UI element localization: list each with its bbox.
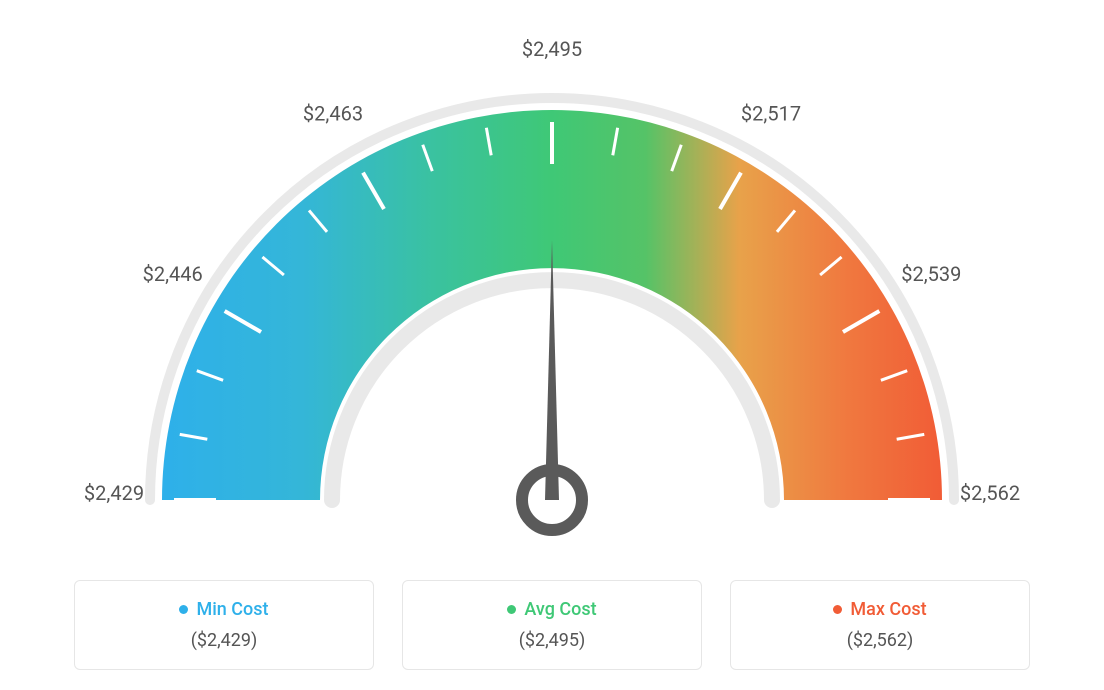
svg-text:$2,463: $2,463 bbox=[303, 102, 363, 126]
legend-label: Min Cost bbox=[196, 599, 268, 620]
legend-card-avg: Avg Cost ($2,495) bbox=[402, 580, 702, 670]
legend-value-max: ($2,562) bbox=[743, 630, 1017, 651]
legend-value-min: ($2,429) bbox=[87, 630, 361, 651]
legend-label: Max Cost bbox=[850, 599, 926, 620]
legend-card-min: Min Cost ($2,429) bbox=[74, 580, 374, 670]
legend-title-avg: Avg Cost bbox=[507, 599, 596, 620]
svg-text:$2,517: $2,517 bbox=[741, 102, 801, 126]
svg-text:$2,446: $2,446 bbox=[143, 262, 203, 286]
legend-title-min: Min Cost bbox=[179, 599, 268, 620]
dot-icon bbox=[507, 605, 516, 614]
dot-icon bbox=[179, 605, 188, 614]
svg-text:$2,562: $2,562 bbox=[960, 481, 1020, 505]
legend-card-max: Max Cost ($2,562) bbox=[730, 580, 1030, 670]
dot-icon bbox=[833, 605, 842, 614]
legend-row: Min Cost ($2,429) Avg Cost ($2,495) Max … bbox=[0, 580, 1104, 670]
svg-text:$2,539: $2,539 bbox=[901, 262, 961, 286]
svg-text:$2,429: $2,429 bbox=[84, 481, 144, 505]
legend-label: Avg Cost bbox=[524, 599, 596, 620]
legend-title-max: Max Cost bbox=[833, 599, 926, 620]
gauge-svg: $2,429 $2,446 $2,463 $2,495 $2,517 $2,539 $2,5… bbox=[82, 20, 1022, 560]
svg-text:$2,495: $2,495 bbox=[522, 37, 582, 61]
gauge-chart: $2,429 $2,446 $2,463 $2,495 $2,517 $2,539 $2,5… bbox=[0, 0, 1104, 560]
legend-value-avg: ($2,495) bbox=[415, 630, 689, 651]
